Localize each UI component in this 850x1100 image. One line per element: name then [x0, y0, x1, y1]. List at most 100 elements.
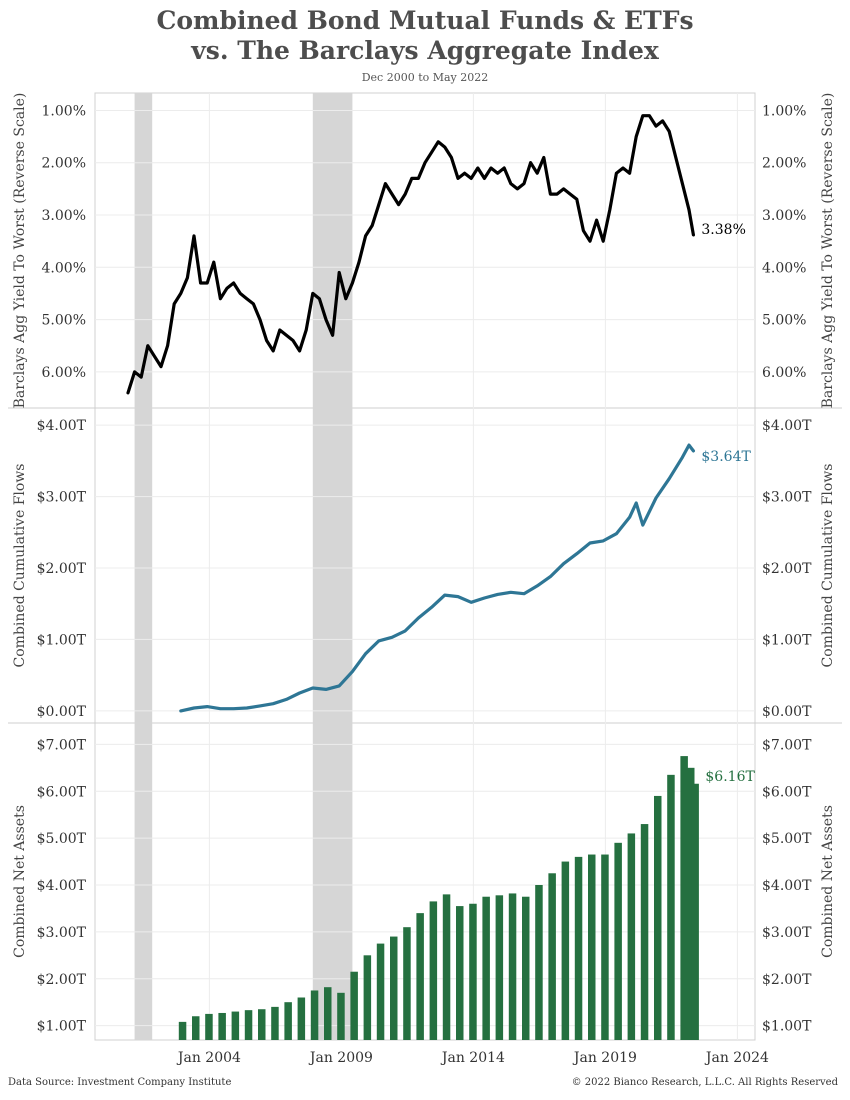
- assets-bar: [687, 767, 695, 1040]
- yield-point: [371, 224, 374, 227]
- assets-bar: [284, 1002, 292, 1040]
- flows-point: [635, 502, 637, 504]
- assets-bar: [258, 1009, 266, 1040]
- yield-point: [305, 329, 308, 331]
- yield-point: [331, 334, 334, 337]
- yield-point: [411, 177, 413, 180]
- yield-point: [437, 141, 440, 143]
- yield-point: [358, 261, 360, 263]
- y-tick-label-left: $4.00T: [37, 878, 87, 894]
- yield-point: [345, 297, 347, 300]
- yield-point: [430, 151, 433, 154]
- assets-bar: [482, 896, 490, 1040]
- flows-point: [668, 477, 670, 480]
- assets-bar: [297, 997, 306, 1040]
- assets-bar: [495, 895, 504, 1040]
- assets-bar: [390, 936, 398, 1040]
- assets-bar: [535, 885, 543, 1040]
- assets-bar: [588, 854, 596, 1040]
- assets-bar: [508, 893, 517, 1040]
- yield-point: [160, 365, 162, 368]
- yield-point: [417, 177, 420, 180]
- yield-point: [153, 355, 156, 357]
- y-tick-label-left: $3.00T: [37, 925, 87, 941]
- flows-point: [536, 585, 538, 587]
- chart-subtitle: Dec 2000 to May 2022: [361, 71, 489, 84]
- flows-point: [692, 450, 695, 452]
- y-tick-label-right: 2.00%: [762, 156, 806, 172]
- chart-title: Combined Bond Mutual Funds & ETFs vs. Th…: [0, 6, 850, 66]
- yield-point: [477, 167, 479, 169]
- flows-point: [378, 640, 380, 642]
- yield-point: [391, 193, 393, 195]
- flows-point: [470, 601, 473, 604]
- assets-bar: [403, 927, 411, 1040]
- assets-bar: [363, 955, 372, 1040]
- assets-bar: [310, 990, 319, 1040]
- yield-point: [127, 391, 129, 394]
- recession-band: [312, 93, 353, 1040]
- assets-bar: [337, 992, 345, 1040]
- yield-point: [692, 234, 695, 236]
- assets-bar: [640, 824, 649, 1040]
- yield-point: [589, 240, 591, 242]
- flows-point: [642, 524, 644, 526]
- assets-bar: [429, 901, 438, 1040]
- assets-bar: [192, 1016, 200, 1040]
- y-axis-title-left: Combined Cumulative Flows: [12, 464, 28, 668]
- yield-point: [199, 282, 202, 284]
- yield-point: [450, 156, 453, 159]
- flows-point: [576, 552, 578, 555]
- yield-point: [628, 172, 631, 174]
- y-tick-label-right: 6.00%: [762, 365, 806, 381]
- yield-point: [609, 208, 611, 211]
- y-axis-title-left: Barclays Agg Yield To Worst (Reverse Sca…: [12, 93, 28, 409]
- y-tick-label-right: $6.00T: [762, 784, 812, 800]
- assets-bar: [654, 795, 662, 1040]
- assets-bar: [522, 896, 530, 1040]
- yield-point: [312, 292, 314, 295]
- yield-point: [364, 235, 367, 237]
- yield-point: [562, 188, 565, 190]
- flows-point: [628, 516, 631, 519]
- yield-point: [193, 235, 195, 237]
- assets-bar: [627, 833, 636, 1040]
- yield-point: [463, 172, 466, 174]
- flows-point: [180, 710, 182, 712]
- y-tick-label-left: 6.00%: [42, 365, 86, 381]
- series-end-label: 3.38%: [701, 222, 745, 238]
- plot-frame: [94, 92, 756, 1041]
- yield-point: [140, 376, 142, 378]
- yield-point: [424, 161, 426, 164]
- assets-bar: [244, 1010, 253, 1040]
- title-line-1: Combined Bond Mutual Funds & ETFs: [156, 6, 694, 35]
- assets-bar: [691, 783, 699, 1040]
- flows-point: [391, 636, 393, 639]
- y-tick-label-right: $1.00T: [762, 632, 812, 648]
- flows-point: [457, 595, 459, 598]
- flows-point: [523, 592, 525, 595]
- y-axis-title-right: Combined Net Assets: [820, 805, 836, 958]
- yield-point: [213, 261, 215, 263]
- flows-point: [549, 575, 552, 578]
- yield-point: [457, 177, 459, 180]
- y-tick-label-left: $7.00T: [37, 737, 87, 753]
- yield-point: [133, 371, 136, 373]
- flows-point: [338, 685, 341, 687]
- x-tick-label: Jan 2019: [572, 1050, 637, 1066]
- yield-point: [397, 203, 400, 206]
- yield-point: [536, 172, 538, 174]
- y-tick-label-left: $1.00T: [37, 1019, 87, 1035]
- yield-point: [180, 292, 182, 295]
- y-axis-title-left: Combined Net Assets: [12, 805, 28, 958]
- yield-point: [483, 177, 486, 180]
- yield-point: [219, 297, 222, 300]
- y-tick-label-right: $5.00T: [762, 831, 812, 847]
- y-tick-label-left: $5.00T: [37, 831, 87, 847]
- yield-point: [325, 318, 327, 321]
- yield-point: [252, 303, 255, 305]
- assets-bar: [205, 1013, 213, 1040]
- yield-point: [543, 156, 545, 159]
- y-tick-label-right: $3.00T: [762, 490, 812, 506]
